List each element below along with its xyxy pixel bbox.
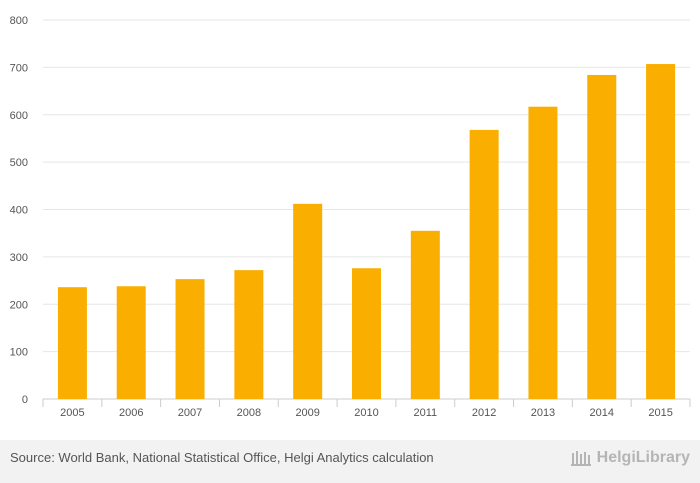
x-tick-label: 2006 (119, 407, 143, 419)
bar-2012[interactable] (469, 129, 499, 399)
source-note: Source: World Bank, National Statistical… (10, 450, 434, 465)
bar-2009[interactable] (293, 203, 323, 399)
bar-2011[interactable] (410, 230, 440, 399)
x-tick-label: 2009 (295, 407, 319, 419)
y-tick-label: 400 (10, 205, 28, 217)
bar-2014[interactable] (587, 74, 617, 399)
x-tick-label: 2005 (60, 407, 84, 419)
x-tick-label: 2013 (531, 407, 555, 419)
bar-2007[interactable] (175, 279, 205, 399)
x-tick-label: 2014 (590, 407, 614, 419)
y-tick-label: 600 (10, 110, 28, 122)
y-tick-label: 100 (10, 347, 28, 359)
brand-name: HelgiLibrary (596, 449, 690, 466)
y-tick-label: 700 (10, 62, 28, 74)
x-tick-label: 2012 (472, 407, 496, 419)
y-axis-ticks: 0 100 200 300 400 500 600 700 800 (10, 15, 28, 406)
bar-2013[interactable] (528, 106, 558, 399)
bars (57, 64, 676, 399)
x-tick-label: 2007 (178, 407, 202, 419)
x-tick-label: 2008 (237, 407, 261, 419)
y-tick-label: 0 (22, 394, 28, 406)
bar-2005[interactable] (57, 287, 87, 399)
bar-2010[interactable] (352, 268, 381, 399)
bar-2008[interactable] (234, 270, 264, 399)
x-tick-label: 2015 (648, 407, 672, 419)
y-tick-label: 200 (10, 299, 28, 311)
y-tick-label: 300 (10, 252, 28, 264)
bar-2006[interactable] (116, 286, 146, 399)
footer-bar (0, 440, 700, 483)
bar-2015[interactable] (646, 64, 676, 399)
helgi-library-logo[interactable]: HelgiLibrary (570, 449, 690, 467)
x-tick-label: 2010 (354, 407, 378, 419)
x-axis-ticks: 2005 2006 2007 2008 2009 2010 2011 2012 2013 2014… (42, 399, 691, 419)
y-tick-label: 800 (10, 15, 28, 27)
y-tick-label: 500 (10, 157, 28, 169)
library-columns-icon (570, 451, 591, 466)
x-tick-label: 2011 (413, 407, 437, 419)
